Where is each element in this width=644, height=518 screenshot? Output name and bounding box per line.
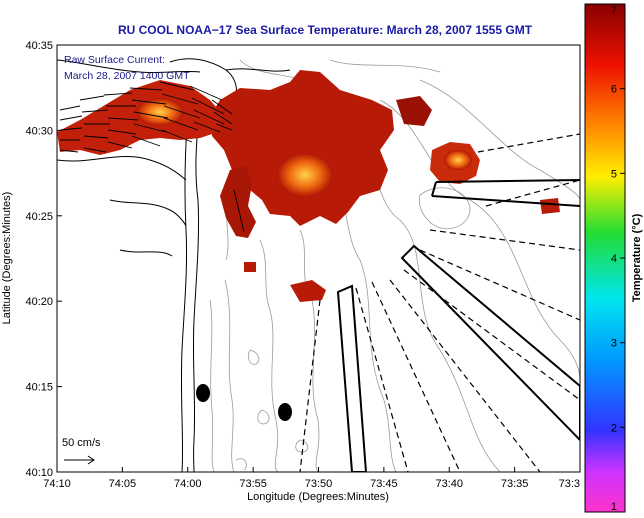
y-tick-label: 40:10 — [25, 467, 53, 479]
colorbar-tick-label: 1 — [611, 501, 617, 513]
y-tick-label: 40:25 — [25, 211, 53, 223]
annotation-current-label: Raw Surface Current: — [64, 54, 165, 66]
colorbar-tick-label: 6 — [611, 84, 617, 96]
colorbar-scale — [584, 3, 626, 513]
sst-warm-nw — [136, 98, 184, 126]
x-tick-label: 73:3 — [559, 478, 580, 490]
y-tick-label: 40:20 — [25, 296, 53, 308]
colorbar-tick-label: 7 — [611, 5, 617, 17]
x-tick-label: 74:00 — [174, 478, 202, 490]
sst-patch-mid — [220, 166, 256, 238]
colorbar-tick-label: 4 — [611, 253, 617, 265]
x-axis-title: Longitude (Degrees:Minutes) — [247, 491, 389, 503]
y-tick-label: 40:15 — [25, 382, 53, 394]
colorbar-ticks: 1 2 3 4 5 6 7 — [611, 3, 625, 513]
coastline — [57, 58, 291, 472]
colorbar-tick-label: 3 — [611, 338, 617, 350]
y-axis: 40:35 40:30 40:25 40:20 40:15 40:10 — [25, 40, 62, 479]
colorbar-tick-label: 5 — [611, 168, 617, 180]
sst-warm-east — [444, 150, 472, 170]
x-tick-label: 73:45 — [370, 478, 398, 490]
station-marker-east — [278, 403, 292, 421]
x-tick-label: 74:10 — [43, 478, 71, 490]
current-vectors — [59, 81, 245, 233]
y-tick-label: 40:30 — [25, 125, 53, 137]
x-tick-label: 73:55 — [239, 478, 267, 490]
sst-patch-far-east — [540, 198, 560, 214]
colorbar-title: Temperature (°C) — [631, 213, 643, 302]
station-marker-west — [196, 384, 210, 402]
colorbar-tick-label: 2 — [611, 422, 617, 434]
study-lines — [299, 133, 580, 472]
x-tick-label: 74:05 — [109, 478, 137, 490]
sst-patch-small — [290, 280, 326, 302]
sst-patch-rim — [396, 96, 432, 126]
y-axis-title: Latitude (Degrees:Minutes) — [1, 192, 13, 325]
x-axis: 74:10 74:05 74:00 73:55 73:50 73:45 73:40 73:35… — [43, 467, 581, 490]
scale-label: 50 cm/s — [62, 437, 101, 449]
sst-patch-north — [210, 70, 394, 226]
sst-patch-tiny — [244, 262, 256, 272]
sst-warm-core — [277, 153, 333, 197]
y-tick-label: 40:35 — [25, 40, 53, 52]
plot-area: Raw Surface Current: March 28, 2007 1400… — [57, 45, 580, 472]
colorbar: 1 2 3 4 5 6 7 Temperature (°C) — [584, 3, 643, 513]
x-tick-label: 73:35 — [501, 478, 529, 490]
scale-arrow — [64, 455, 95, 465]
x-tick-label: 73:50 — [305, 478, 333, 490]
annotation-current-time: March 28, 2007 1400 GMT — [64, 70, 190, 82]
chart-title: RU COOL NOAA−17 Sea Surface Temperature:… — [118, 23, 533, 37]
x-tick-label: 73:40 — [435, 478, 463, 490]
sst-patches — [57, 70, 560, 302]
